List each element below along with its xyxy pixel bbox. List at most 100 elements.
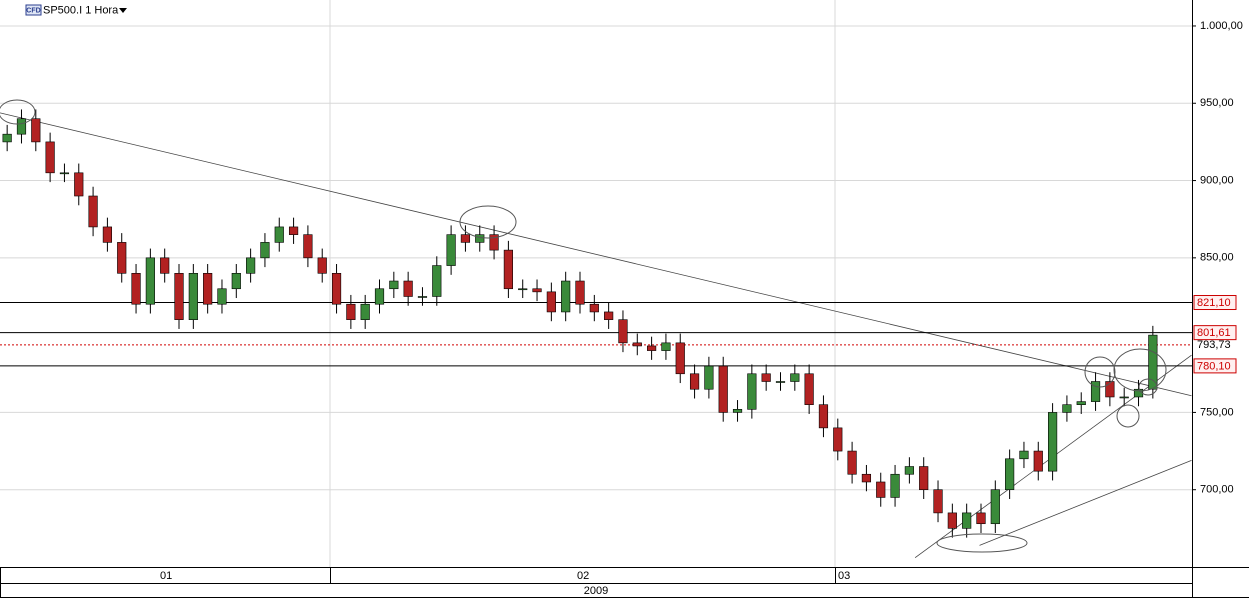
candle-body	[317, 257, 327, 274]
x-year-label: 2009	[584, 585, 608, 597]
candle-body	[145, 257, 155, 305]
candle-body	[904, 466, 914, 475]
candle-body	[1148, 334, 1158, 390]
candle-body	[260, 242, 270, 259]
x-month-label: 03	[838, 570, 850, 582]
candle-body	[1076, 401, 1086, 405]
candle-body	[661, 342, 671, 351]
candle-body	[804, 373, 814, 405]
candle-body	[561, 280, 571, 313]
candle-body	[747, 373, 757, 410]
candle-body	[990, 489, 1000, 525]
candle-body	[503, 249, 513, 290]
candle-body	[360, 303, 370, 320]
candle-body	[775, 381, 786, 383]
candle-body	[303, 234, 313, 259]
candle-body	[174, 272, 184, 320]
candle-body	[16, 118, 27, 135]
candle-body	[818, 404, 829, 429]
level-label-box	[1193, 325, 1237, 341]
candle-body	[417, 296, 428, 298]
candle-body	[618, 319, 628, 344]
candle-body	[1062, 404, 1072, 413]
candle-body	[962, 512, 972, 529]
candle-body	[675, 342, 685, 375]
y-tick-label: 850,00	[1200, 252, 1234, 264]
candle-body	[947, 512, 957, 529]
candle-body	[374, 288, 385, 305]
chart-title[interactable]: SP500.I 1 Hora	[43, 4, 119, 16]
candle-body	[231, 272, 241, 290]
badge: CFD	[26, 7, 40, 14]
annotation-ellipse	[1116, 404, 1140, 428]
x-month-label: 02	[577, 570, 589, 582]
candle-body	[288, 226, 299, 235]
candle-body	[1105, 381, 1115, 398]
candle-body	[131, 272, 141, 305]
candle-body	[446, 234, 456, 266]
candle-body	[489, 234, 499, 251]
plot	[0, 109, 1192, 559]
candle-body	[919, 466, 929, 491]
candle-body	[833, 427, 843, 452]
y-tick-label: 700,00	[1200, 484, 1234, 496]
candle-body	[31, 118, 41, 143]
y-tick-label: 750,00	[1200, 406, 1234, 418]
candle-body	[689, 373, 700, 390]
candle-body	[160, 257, 170, 274]
y-tick-label: 1.000,00	[1200, 20, 1243, 32]
candle-body	[790, 373, 800, 382]
level-label-box	[1193, 295, 1237, 311]
candle-body	[890, 473, 900, 498]
candle-body	[188, 272, 198, 320]
trendline	[0, 112, 1192, 397]
candle-body	[532, 288, 542, 293]
candle-body	[704, 365, 714, 390]
candle-body	[475, 234, 485, 243]
candle-body	[217, 288, 227, 305]
candle-body	[389, 280, 399, 290]
annotation-ellipse	[1084, 356, 1116, 388]
candle-body	[761, 373, 771, 382]
level-label: 793,73	[1197, 339, 1231, 351]
candle-body	[88, 195, 98, 228]
candle-body	[274, 226, 284, 243]
y-tick-label: 900,00	[1200, 174, 1234, 186]
candle-body	[732, 409, 743, 413]
candle-body	[460, 234, 471, 243]
candle-body	[45, 141, 55, 174]
candle-body	[876, 481, 886, 498]
candle-body	[346, 303, 356, 320]
badge-box	[25, 4, 42, 16]
candle-body	[1047, 412, 1058, 472]
level-label: 801,61	[1197, 327, 1231, 339]
candle-body	[246, 257, 256, 274]
annotation-ellipse	[1138, 378, 1158, 396]
grid	[0, 0, 1192, 567]
candle-body	[1119, 396, 1129, 399]
candle-body	[546, 291, 556, 313]
candle-body	[847, 450, 857, 475]
annotation-ellipse	[936, 533, 1028, 553]
candle-body	[518, 288, 528, 291]
candle-body	[933, 489, 943, 514]
level-label-box	[1193, 358, 1237, 374]
candle-body	[432, 265, 442, 297]
candle-body	[589, 303, 599, 313]
candle-body	[647, 345, 657, 351]
candle-body	[632, 342, 642, 347]
annotations	[0, 99, 1167, 553]
candle-body	[102, 226, 113, 243]
candle-body	[331, 272, 342, 305]
candle-body	[74, 172, 84, 197]
level-label: 821,10	[1197, 297, 1231, 309]
candle-body	[203, 272, 213, 305]
candle-body	[1033, 450, 1043, 472]
candle-body	[976, 512, 986, 525]
candle-body	[861, 473, 872, 483]
dropdown-arrow[interactable]	[119, 8, 127, 13]
candle-body	[2, 133, 12, 143]
x-month-label: 01	[160, 570, 172, 582]
level-label: 780,10	[1197, 360, 1231, 372]
